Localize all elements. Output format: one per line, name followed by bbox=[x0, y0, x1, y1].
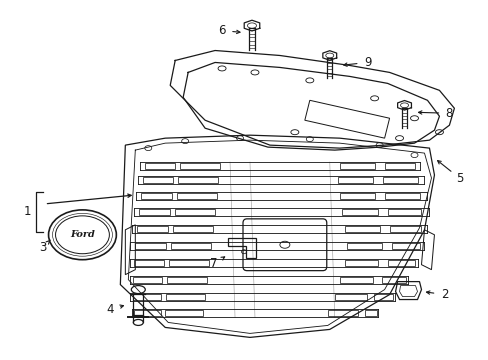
Text: 7: 7 bbox=[210, 257, 217, 270]
Text: 4: 4 bbox=[106, 303, 114, 316]
Text: 6: 6 bbox=[218, 24, 225, 37]
Text: 2: 2 bbox=[440, 288, 447, 301]
Text: 3: 3 bbox=[39, 241, 46, 254]
Text: 9: 9 bbox=[363, 56, 371, 69]
Text: 8: 8 bbox=[445, 107, 452, 120]
Text: Ford: Ford bbox=[70, 230, 95, 239]
Text: 1: 1 bbox=[24, 205, 31, 219]
Text: 5: 5 bbox=[455, 171, 462, 185]
